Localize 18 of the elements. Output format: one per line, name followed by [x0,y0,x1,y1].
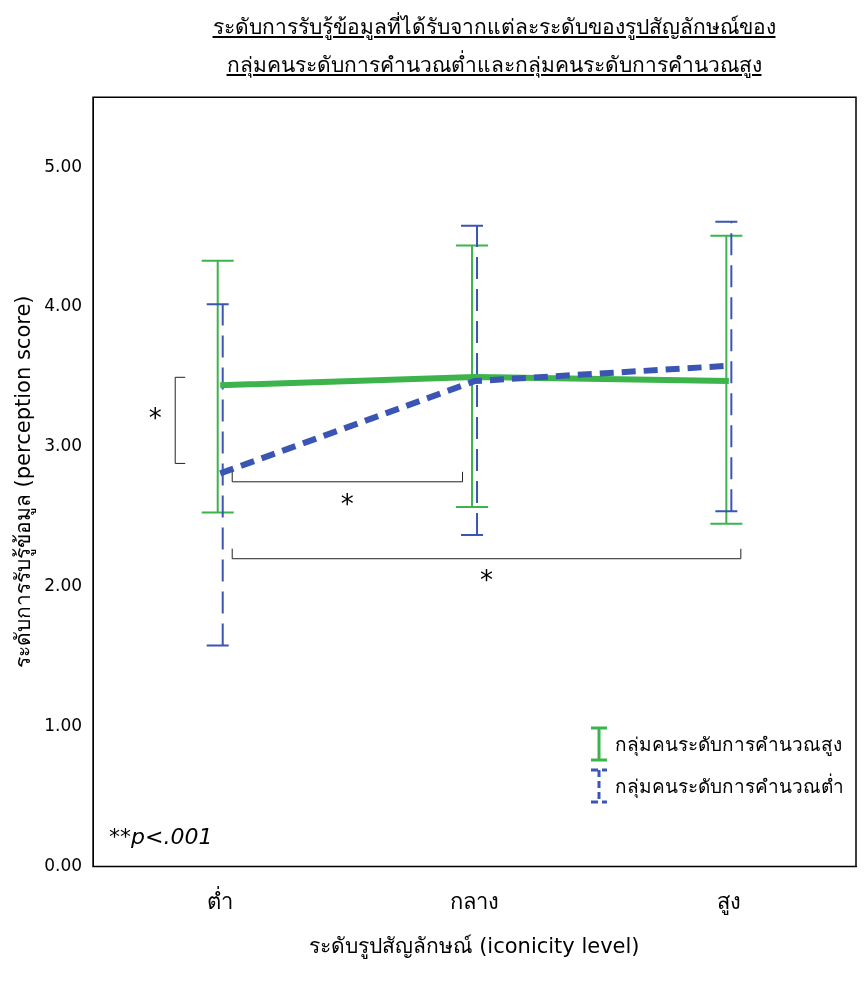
y-tick-label: 1.00 [44,714,83,735]
annotation: * [480,565,494,596]
y-tick-label: 3.00 [44,435,83,456]
y-tick-label: 5.00 [44,155,83,176]
chart-title: ระดับการรับรู้ข้อมูลที่ได้รับจากแต่ละระดับของรูปสัญลักษณ์ของ กลุ่มคนระดับการคำนวณต่ำและกลุ่มคนระดับการคำนวณสูง [211,11,777,80]
y-tick-label: 4.00 [44,295,83,316]
x-axis-title: ระดับรูปสัญลักษณ์ (iconicity level) [309,933,640,959]
y-axis-title: ระดับการรับรู้ข้อมูล (perception score) [11,295,37,669]
annotation: * [148,403,162,434]
x-tick-label: กลาง [450,889,500,915]
annotation: **p<.001 [109,824,213,850]
x-tick-label: ต่ำ [207,886,234,915]
legend-label: กลุ่มคนระดับการคำนวณต่ำ [615,772,844,800]
y-tick-label: 2.00 [44,575,83,596]
x-tick-label: สูง [716,889,741,916]
y-tick-label: 0.00 [44,854,83,875]
legend-label: กลุ่มคนระดับการคำนวณสูง [615,732,842,758]
annotation: * [340,488,354,519]
